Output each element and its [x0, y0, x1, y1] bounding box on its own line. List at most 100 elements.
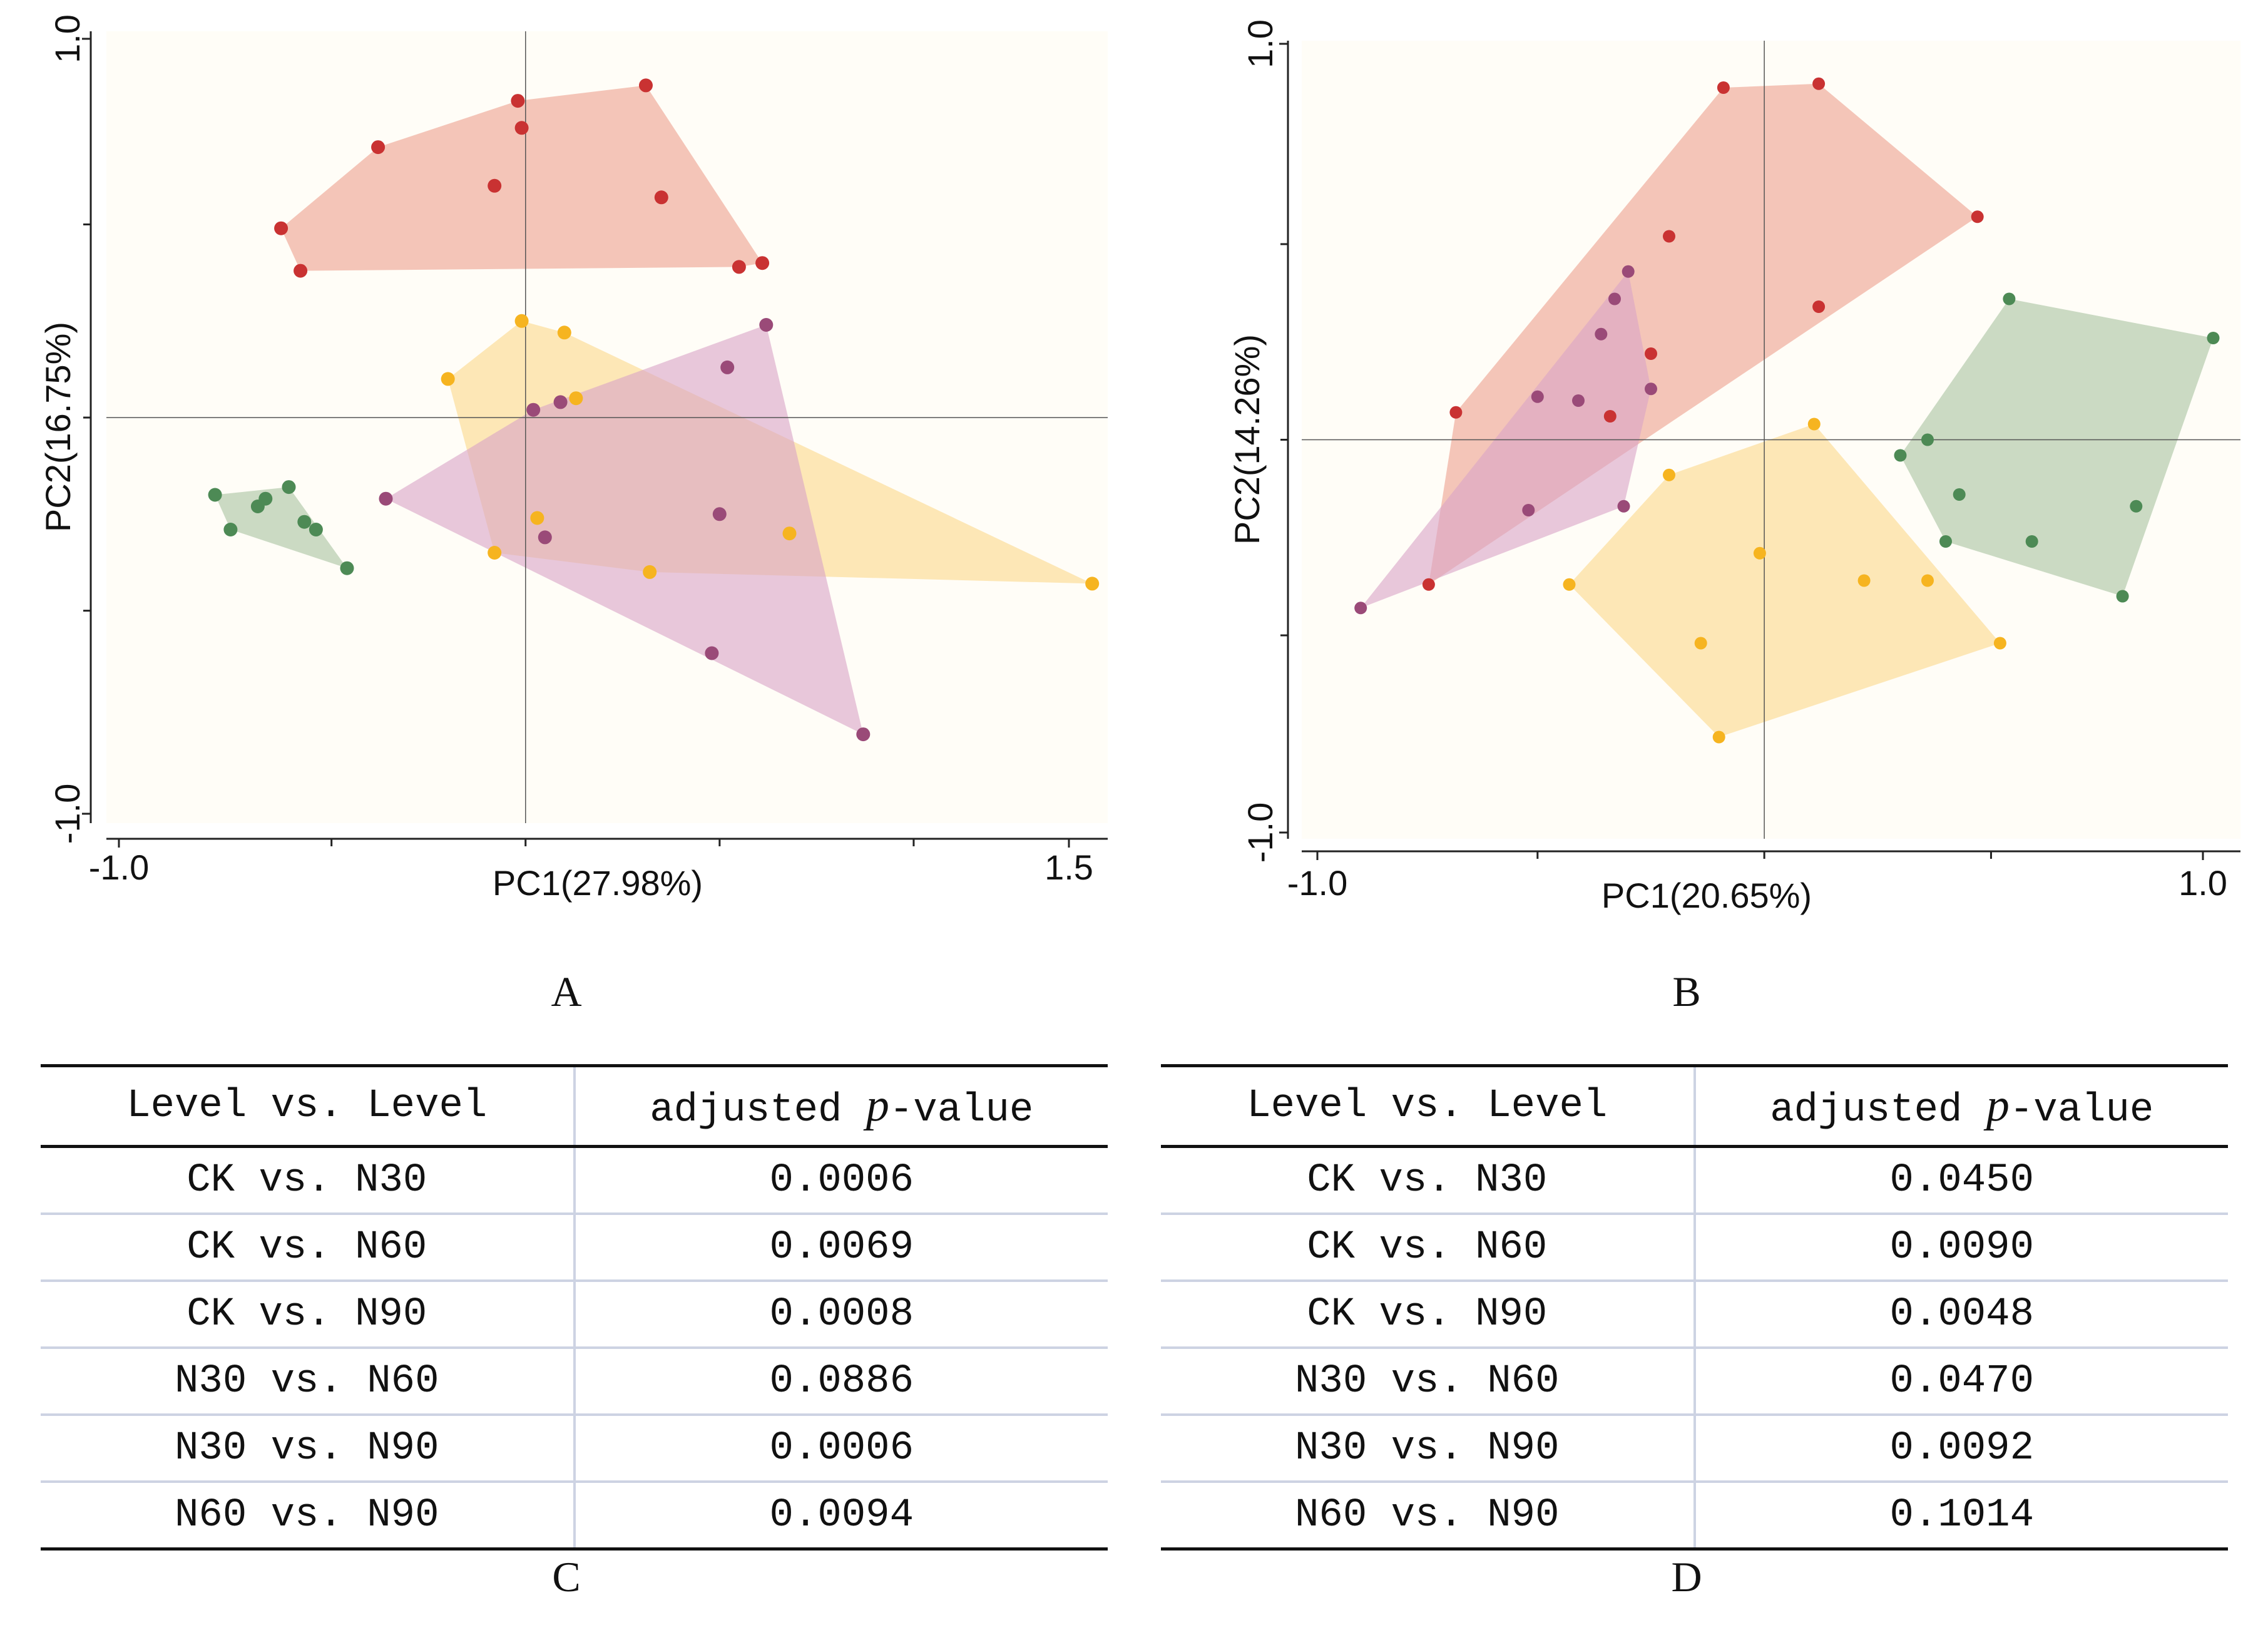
table-row: N60 vs. N90 0.0094	[41, 1480, 1108, 1551]
point-n90	[379, 491, 393, 506]
point-n90	[1622, 265, 1635, 278]
point-ck	[1953, 488, 1966, 501]
y-axis-title: PC2(14.26%)	[1227, 334, 1267, 545]
point-n90	[1522, 504, 1535, 516]
point-n60	[1807, 418, 1821, 431]
header-p-italic: p	[1986, 1080, 2010, 1131]
point-ck	[2003, 292, 2016, 305]
point-n30	[654, 190, 668, 205]
point-ck	[282, 480, 296, 495]
table-row: CK vs. N60 0.0069	[41, 1212, 1108, 1281]
point-ck	[1939, 535, 1952, 548]
header-p-italic: p	[866, 1080, 889, 1131]
header-value-suffix: -value	[2009, 1088, 2154, 1133]
point-n60	[530, 511, 544, 525]
point-n90	[553, 395, 568, 409]
y-tick-label: -1.0	[48, 784, 87, 844]
point-n60	[488, 546, 502, 560]
table-row: N30 vs. N90 0.0092	[1161, 1413, 2228, 1482]
value-cell: 0.0094	[573, 1480, 1108, 1551]
point-n30	[294, 264, 308, 278]
point-n90	[759, 318, 774, 332]
point-n90	[1595, 327, 1608, 341]
point-n90	[538, 530, 552, 545]
point-n60	[514, 314, 529, 328]
point-n30	[1971, 210, 1984, 223]
pca-chart-a: -1.0 1.5 1.0 -1.0 PC1(27.98%) PC2(16.75%)	[38, 14, 1108, 903]
pair-cell: N30 vs. N60	[1161, 1346, 1696, 1415]
table-header-row: Level vs. Level adjusted p-value	[1161, 1064, 2228, 1148]
panel-label-d: D	[1671, 1553, 1702, 1601]
y-tick-label: 1.0	[1240, 19, 1280, 68]
point-n60	[557, 326, 571, 340]
value-cell: 0.0048	[1693, 1279, 2228, 1348]
point-n60	[1694, 637, 1707, 650]
point-ck	[250, 500, 265, 513]
point-n60	[782, 526, 797, 541]
x-axis-title: PC1(20.65%)	[1601, 876, 1812, 915]
point-n90	[526, 402, 541, 417]
value-cell: 0.0450	[1693, 1145, 2228, 1214]
panel-label-b: B	[1672, 968, 1701, 1015]
point-n30	[1717, 81, 1730, 94]
point-n30	[1449, 406, 1463, 419]
header-adjusted-prefix: adjusted	[1770, 1088, 1986, 1133]
point-n30	[274, 221, 289, 235]
point-n60	[1085, 577, 1100, 591]
pair-cell: CK vs. N30	[41, 1145, 576, 1214]
x-tick-label: 1.5	[1045, 848, 1093, 887]
hull-n90	[386, 325, 864, 735]
point-n60	[1753, 546, 1766, 560]
point-n30	[732, 260, 746, 274]
point-n90	[705, 646, 719, 660]
point-n90	[712, 507, 727, 521]
hull-n60	[1569, 424, 2000, 737]
value-cell: 0.0069	[573, 1212, 1108, 1281]
point-ck	[2130, 500, 2143, 513]
table-row: CK vs. N30 0.0006	[41, 1145, 1108, 1214]
point-n30	[1663, 230, 1675, 243]
point-n90	[1572, 394, 1585, 407]
x-tick-label: -1.0	[1287, 863, 1348, 903]
table-row: CK vs. N60 0.0090	[1161, 1212, 2228, 1281]
hull-ck	[215, 487, 347, 568]
y-tick-label: -1.0	[1240, 802, 1280, 863]
point-n60	[569, 391, 583, 406]
pca-chart-b: -1.0 1.0 1.0 -1.0 PC1(20.65%) PC2(14.26%)	[1227, 19, 2240, 915]
point-n60	[643, 565, 657, 579]
point-n60	[1663, 468, 1675, 481]
point-ck	[2025, 535, 2038, 548]
table-d: Level vs. Level adjusted p-value CK vs. …	[1161, 1064, 2228, 1551]
point-n90	[1354, 602, 1367, 615]
y-tick-label: 1.0	[48, 14, 87, 63]
value-cell: 0.0470	[1693, 1346, 2228, 1415]
table-row: CK vs. N90 0.0008	[41, 1279, 1108, 1348]
header-level-pair: Level vs. Level	[41, 1064, 576, 1148]
x-tick-label: 1.0	[2179, 863, 2227, 903]
header-level-pair: Level vs. Level	[1161, 1064, 1696, 1148]
pair-cell: CK vs. N60	[1161, 1212, 1696, 1281]
point-n30	[514, 121, 529, 135]
point-n30	[639, 78, 653, 93]
point-n30	[511, 94, 525, 108]
pair-cell: N60 vs. N90	[41, 1480, 576, 1551]
point-n90	[720, 360, 735, 374]
point-n90	[1617, 500, 1630, 513]
hull-ck	[1900, 299, 2214, 597]
point-ck	[2116, 590, 2129, 603]
value-cell: 0.0886	[573, 1346, 1108, 1415]
table-row: N30 vs. N60 0.0470	[1161, 1346, 2228, 1415]
table-row: CK vs. N30 0.0450	[1161, 1145, 2228, 1214]
point-n30	[755, 256, 770, 270]
x-axis-title: PC1(27.98%)	[493, 863, 703, 903]
point-n90	[856, 727, 871, 742]
table-row: CK vs. N90 0.0048	[1161, 1279, 2228, 1348]
value-cell: 0.0090	[1693, 1212, 2228, 1281]
pair-cell: N30 vs. N90	[1161, 1413, 1696, 1482]
point-ck	[208, 488, 222, 502]
y-axis-title: PC2(16.75%)	[38, 322, 78, 532]
point-n30	[1645, 347, 1657, 360]
value-cell: 0.0092	[1693, 1413, 2228, 1482]
point-n90	[1645, 382, 1657, 396]
point-ck	[1921, 433, 1934, 446]
